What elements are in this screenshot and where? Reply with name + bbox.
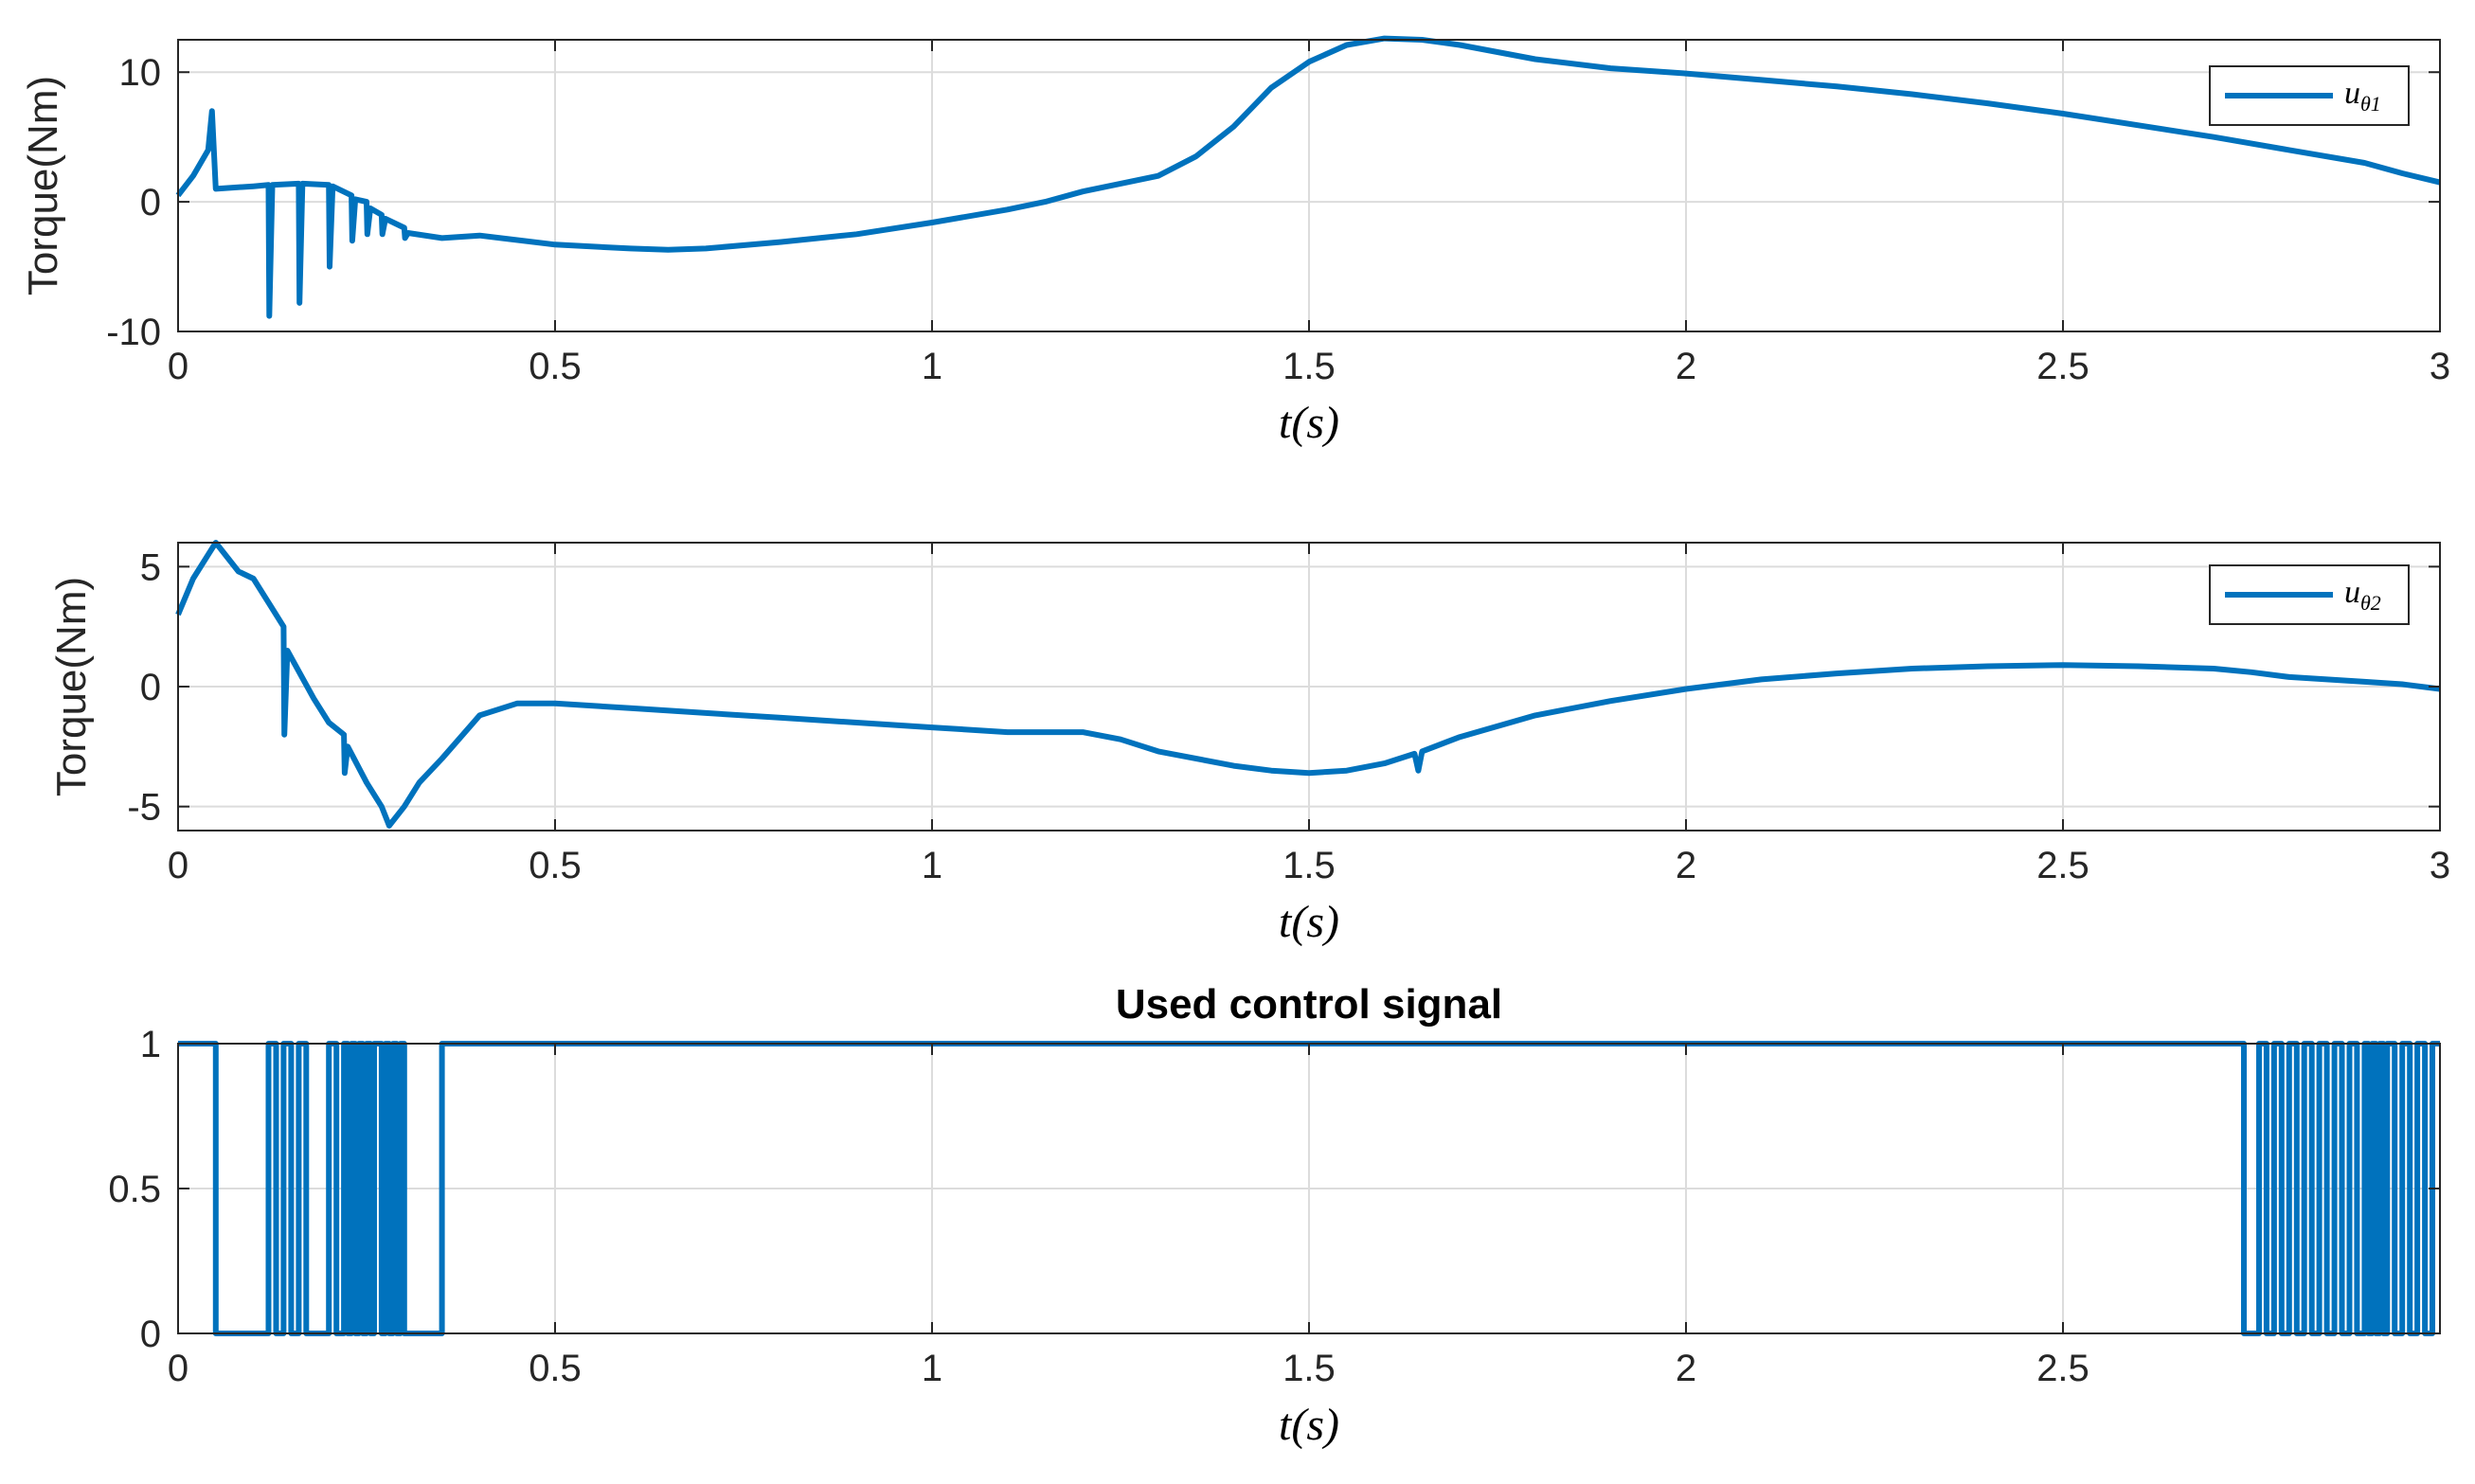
- series-line-1: [175, 540, 2441, 829]
- y-tick-label: 0.5: [108, 1169, 161, 1210]
- legend: uθ1: [2209, 65, 2410, 126]
- x-axis-label: t(s): [1279, 398, 1339, 448]
- x-tick-label: 0: [168, 845, 188, 886]
- x-tick-label: 1: [922, 346, 942, 387]
- x-tick-label: 2.5: [2036, 346, 2089, 387]
- y-axis-label: Torque(Nm): [20, 76, 66, 295]
- x-tick-label: 0.5: [529, 346, 582, 387]
- y-tick-label: 0: [140, 182, 161, 223]
- legend-subscript: θ2: [2360, 591, 2381, 615]
- x-tick-label: 2: [1676, 845, 1696, 886]
- x-tick-label: 1: [922, 1348, 942, 1389]
- y-tick-label: 0: [140, 667, 161, 708]
- x-tick-label: 1.5: [1282, 845, 1336, 886]
- x-tick-label: 1: [922, 845, 942, 886]
- x-tick-label: 2.5: [2036, 1348, 2089, 1389]
- x-tick-label: 2: [1676, 1348, 1696, 1389]
- series-line-1: [175, 35, 2441, 319]
- x-tick-label: 0.5: [529, 845, 582, 886]
- y-tick-label: -10: [106, 312, 161, 353]
- chart-title: Used control signal: [1116, 981, 1502, 1028]
- x-tick-label: 2: [1676, 346, 1696, 387]
- y-tick-label: 1: [140, 1024, 161, 1065]
- x-tick-label: 3: [2430, 845, 2450, 886]
- y-tick-label: 5: [140, 546, 161, 588]
- subplot-3: 0 0.5 1 1.5 2 2.5 0 0.5 1 t(s) Used control signal: [108, 981, 2441, 1450]
- y-tick-label: 10: [119, 52, 162, 94]
- legend-subscript: θ1: [2360, 92, 2381, 116]
- x-axis-label: t(s): [1279, 1400, 1339, 1450]
- x-tick-label: 3: [2430, 346, 2450, 387]
- legend: uθ2: [2209, 564, 2410, 625]
- y-tick-label: 0: [140, 1314, 161, 1355]
- x-axis-label: t(s): [1279, 897, 1339, 947]
- y-tick-label: -5: [127, 787, 161, 829]
- y-axis-label: Torque(Nm): [48, 577, 95, 796]
- x-tick-label: 1.5: [1282, 1348, 1336, 1389]
- x-tick-label: 2.5: [2036, 845, 2089, 886]
- x-tick-label: 1.5: [1282, 346, 1336, 387]
- x-tick-label: 0: [168, 1348, 188, 1389]
- x-tick-label: 0.5: [529, 1348, 582, 1389]
- x-tick-label: 0: [168, 346, 188, 387]
